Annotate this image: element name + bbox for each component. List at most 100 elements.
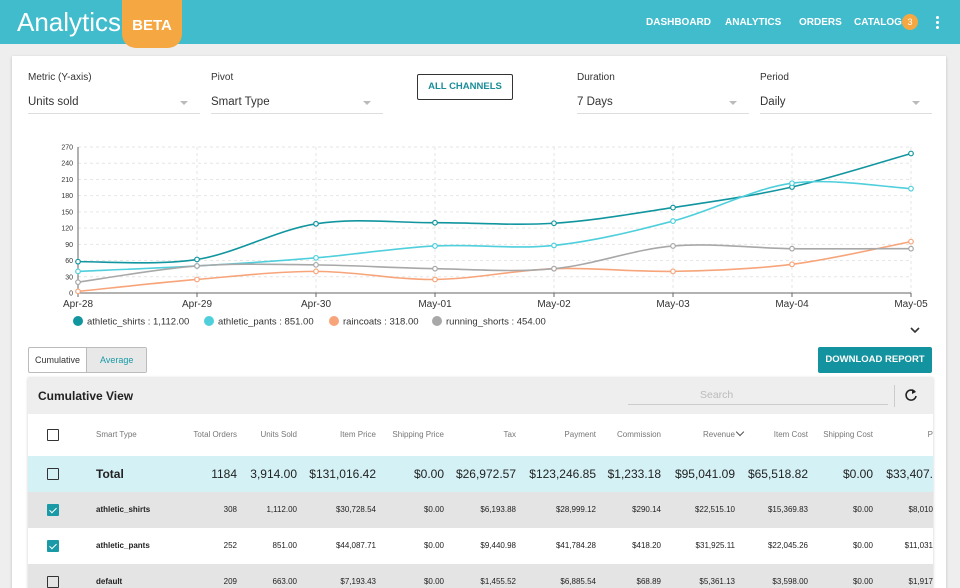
- filter-value[interactable]: Daily: [760, 96, 786, 108]
- nav-link[interactable]: ORDERS: [799, 17, 842, 28]
- app-bar: Analytics BETA DASHBOARD ANALYTICS ORDER…: [0, 0, 960, 48]
- channels-button[interactable]: ALL CHANNELS: [417, 74, 513, 100]
- expand-icon[interactable]: [909, 325, 921, 335]
- catalog-count: 3: [902, 14, 918, 30]
- data-point: [670, 268, 676, 275]
- data-point: [313, 254, 319, 261]
- legend-swatch: [432, 316, 442, 326]
- search-underline: [628, 404, 888, 405]
- data-point: [789, 180, 795, 187]
- legend-label: raincoats : 318.00: [343, 317, 419, 328]
- nav-link[interactable]: ANALYTICS: [725, 17, 782, 28]
- column-header[interactable]: Revenue: [702, 430, 735, 440]
- more-menu[interactable]: [936, 15, 939, 29]
- series-line: [77, 152, 912, 264]
- y-tick-label: 180: [61, 193, 73, 200]
- dropdown-arrow[interactable]: [180, 101, 188, 105]
- y-tick-label: 90: [65, 242, 73, 249]
- table-cell: $5,361.13: [699, 577, 735, 587]
- filter-value[interactable]: Units sold: [28, 96, 79, 108]
- table-cell: $28,999.12: [555, 505, 596, 515]
- table-cell: $0.00: [423, 577, 444, 587]
- series-line: [77, 240, 912, 293]
- table-cell: $15,369.83: [767, 505, 808, 515]
- table-cell: default: [96, 577, 123, 587]
- table-cell: 308: [223, 505, 237, 515]
- table-cell: $0.00: [852, 541, 873, 551]
- table-cell: $26,972.57: [455, 466, 516, 481]
- table: Cumulative View Search Smart Type Total O…: [28, 377, 933, 588]
- table-cell: $0.00: [852, 505, 873, 515]
- column-header[interactable]: Item Price: [339, 430, 376, 440]
- data-point: [908, 245, 914, 252]
- dropdown-arrow[interactable]: [363, 101, 371, 105]
- nav-link[interactable]: CATALOG: [854, 17, 902, 28]
- column-header[interactable]: Payment: [564, 430, 596, 440]
- filter-value[interactable]: 7 Days: [577, 96, 613, 108]
- checkbox[interactable]: [47, 540, 59, 552]
- table-cell: $11,031: [904, 541, 933, 551]
- column-header[interactable]: Shipping Cost: [823, 430, 873, 440]
- chart: 0 30 60 90 120 150 180 210 240 270 Apr-28 Apr-29 Apr…: [61, 145, 928, 328]
- x-tick-label: May-03: [656, 299, 690, 310]
- x-tick-label: May-02: [537, 299, 571, 310]
- download-button[interactable]: DOWNLOAD REPORT: [818, 347, 932, 373]
- column-header[interactable]: Units Sold: [260, 430, 297, 440]
- column-header[interactable]: Smart Type: [96, 430, 137, 440]
- filter-value[interactable]: Smart Type: [211, 96, 270, 108]
- table-cell: $3,598.00: [772, 577, 808, 587]
- refresh-icon[interactable]: [904, 388, 918, 402]
- table-cell: $7,193.43: [340, 577, 376, 587]
- column-header[interactable]: Commission: [616, 430, 661, 440]
- table-cell: $0.00: [423, 541, 444, 551]
- filter-label: Metric (Y-axis): [28, 72, 92, 83]
- legend-label: running_shorts : 454.00: [446, 317, 546, 328]
- column-header[interactable]: Item Cost: [773, 430, 808, 440]
- data-point: [75, 268, 81, 275]
- toggle-option[interactable]: Cumulative: [35, 355, 81, 365]
- table-cell: $418.20: [632, 541, 661, 551]
- filter-label: Pivot: [211, 72, 234, 83]
- table-cell: $0.00: [413, 466, 444, 481]
- column-header[interactable]: P: [927, 430, 933, 440]
- table-cell: 663.00: [272, 577, 297, 587]
- y-tick-label: 0: [69, 291, 73, 298]
- checkbox[interactable]: [47, 576, 59, 588]
- table-cell: 1184: [211, 466, 237, 481]
- column-header[interactable]: Shipping Price: [392, 430, 444, 440]
- filter-underline: [28, 113, 200, 114]
- table-cell: $6,193.88: [480, 505, 516, 515]
- table-cell: $68.89: [636, 577, 661, 587]
- legend-swatch: [329, 316, 339, 326]
- nav-link[interactable]: DASHBOARD: [646, 17, 711, 28]
- y-tick-label: 240: [61, 161, 73, 168]
- data-point: [670, 204, 676, 211]
- beta-badge: BETA: [122, 0, 182, 48]
- checkbox[interactable]: [47, 468, 59, 480]
- data-point: [313, 220, 319, 227]
- table-cell: $290.14: [632, 505, 661, 515]
- table-header: Smart Type Total Orders Units Sold Item Pri…: [28, 414, 933, 457]
- app-title: Analytics: [17, 7, 122, 37]
- toggle-option[interactable]: Average: [86, 348, 147, 372]
- search-input[interactable]: Search: [700, 389, 734, 401]
- table-cell: $1,233.18: [607, 466, 661, 481]
- table-row: Total 1184 3,914.00 $131,016.42 $0.00 $26,972…: [28, 456, 933, 493]
- table-cell: $65,518.82: [747, 466, 808, 481]
- data-point: [908, 185, 914, 192]
- dropdown-arrow[interactable]: [912, 101, 920, 105]
- data-point: [313, 268, 319, 275]
- y-tick-label: 210: [61, 177, 73, 184]
- data-point: [551, 242, 557, 249]
- x-tick-label: Apr-29: [182, 299, 212, 310]
- dropdown-arrow[interactable]: [729, 101, 737, 105]
- table-title: Cumulative View: [38, 389, 134, 403]
- data-point: [432, 276, 438, 283]
- checkbox[interactable]: [47, 504, 59, 516]
- table-row: athletic_pants 252 851.00 $44,087.71 $0.00 $9…: [28, 528, 933, 565]
- table-cell: $1,917: [908, 577, 933, 587]
- column-header[interactable]: Tax: [503, 430, 516, 440]
- column-header[interactable]: Total Orders: [193, 430, 237, 440]
- checkbox[interactable]: [47, 429, 59, 441]
- data-point: [432, 265, 438, 272]
